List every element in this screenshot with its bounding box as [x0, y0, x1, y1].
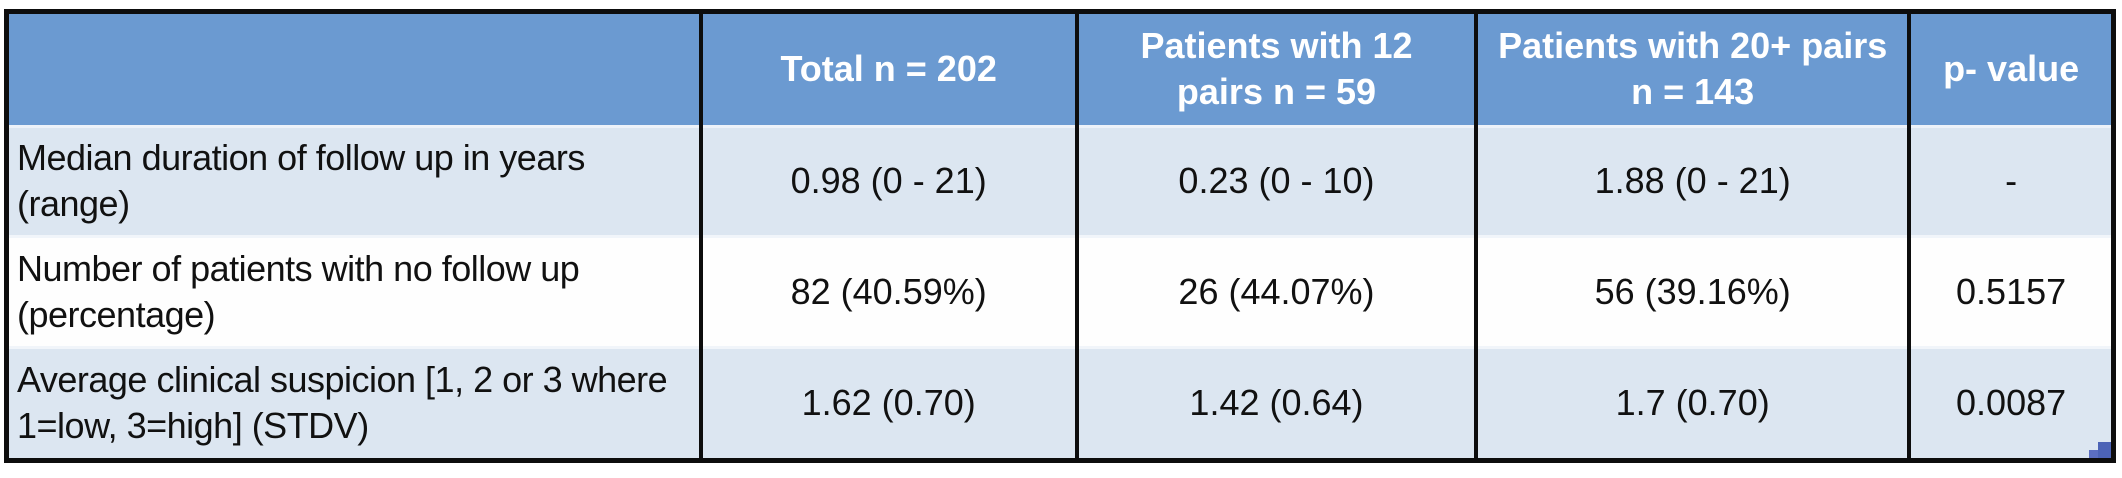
header-cell-12-pairs: Patients with 12 pairs n = 59: [1076, 14, 1479, 128]
cell-20plus-pairs: 56 (39.16%): [1476, 236, 1912, 348]
data-table: Total n = 202 Patients with 12 pairs n =…: [9, 14, 2111, 458]
row-label: Number of patients with no follow up (pe…: [9, 236, 703, 348]
cell-total: 0.98 (0 - 21): [700, 126, 1079, 237]
header-cell-empty: [9, 14, 703, 128]
cell-p-value: -: [1909, 126, 2111, 237]
cell-p-value: 0.0087: [1909, 347, 2111, 458]
resize-handle-icon[interactable]: [2087, 440, 2111, 458]
table-row-clinical-suspicion: Average clinical suspicion [1, 2 or 3 wh…: [9, 347, 2111, 458]
header-cell-p-value: p- value: [1909, 14, 2111, 128]
cell-p-value: 0.5157: [1909, 236, 2111, 348]
cell-12-pairs: 1.42 (0.64): [1076, 347, 1479, 458]
cell-12-pairs: 26 (44.07%): [1076, 236, 1479, 348]
cell-total: 82 (40.59%): [700, 236, 1079, 348]
cell-20plus-pairs: 1.7 (0.70): [1476, 347, 1912, 458]
table-row-median-followup: Median duration of follow up in years (r…: [9, 126, 2111, 237]
table-header-row: Total n = 202 Patients with 12 pairs n =…: [9, 14, 2111, 128]
clinical-summary-table: Total n = 202 Patients with 12 pairs n =…: [4, 9, 2116, 463]
cell-12-pairs: 0.23 (0 - 10): [1076, 126, 1479, 237]
row-label: Average clinical suspicion [1, 2 or 3 wh…: [9, 347, 703, 458]
header-cell-total: Total n = 202: [700, 14, 1079, 128]
header-cell-20plus-pairs: Patients with 20+ pairs n = 143: [1476, 14, 1912, 128]
cell-total: 1.62 (0.70): [700, 347, 1079, 458]
table-row-no-followup: Number of patients with no follow up (pe…: [9, 236, 2111, 348]
cell-20plus-pairs: 1.88 (0 - 21): [1476, 126, 1912, 237]
row-label: Median duration of follow up in years (r…: [9, 126, 703, 237]
